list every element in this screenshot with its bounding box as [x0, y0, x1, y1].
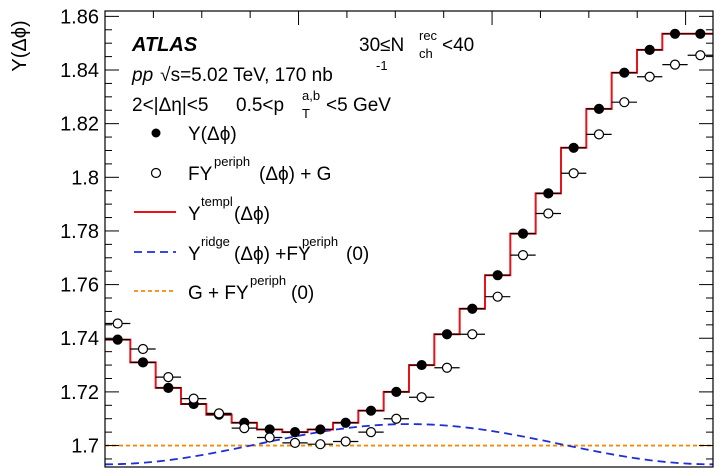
filled-data-point: [315, 424, 326, 435]
filled-data-point: [619, 67, 630, 78]
system-label: pp √s=5.02 TeV, 170 nb: [131, 65, 333, 86]
y-tick-label: 1.86: [60, 6, 99, 28]
cuts-pt-sup: a,b: [302, 88, 320, 103]
legend-label-ridge-mid: (Δϕ) +FY: [234, 244, 311, 265]
legend-label-g-sup: periph: [250, 273, 286, 288]
ridge-curve: [105, 423, 713, 466]
y-tick-labels: 1.7 1.72 1.74 1.76 1.78 1.8 1.82 1.84 1.…: [60, 6, 99, 457]
legend: Y(Δϕ) FY periph (Δϕ) + G Y templ (Δϕ) Y …: [134, 124, 369, 304]
filled-data-point: [340, 417, 351, 428]
template-step-line: [105, 32, 713, 434]
system-exp: -1: [376, 58, 388, 73]
filled-data-point: [593, 103, 605, 115]
legend-marker-open: [150, 167, 162, 179]
open-data-point: [619, 97, 630, 108]
open-data-point: [289, 437, 301, 448]
legend-label-g-tail: (0): [291, 283, 314, 304]
multiplicity-tail: <40: [442, 35, 474, 56]
y-axis-label: Y(Δϕ): [9, 20, 31, 71]
open-data-point: [695, 50, 706, 61]
filled-data-point: [669, 28, 681, 39]
cuts-pt: 0.5<p: [236, 95, 284, 116]
y-tick-label: 1.8: [71, 167, 99, 189]
cuts-pt-tail: <5 GeV: [326, 95, 391, 116]
data-points: [112, 28, 706, 450]
filled-data-point: [365, 405, 377, 416]
legend-label-ridge-tail: (0): [346, 244, 369, 265]
open-data-point: [644, 71, 655, 82]
open-data-point: [315, 439, 326, 450]
filled-data-point: [467, 303, 478, 314]
filled-data-point: [492, 270, 503, 281]
y-tick-label: 1.82: [60, 114, 99, 136]
filled-data-point: [568, 142, 579, 153]
open-data-point: [137, 343, 149, 355]
open-data-point: [163, 372, 174, 383]
open-data-point: [517, 249, 529, 261]
y-tick-label: 1.74: [60, 328, 99, 350]
plot-frame: [104, 10, 714, 468]
legend-label-periph: FY: [188, 164, 213, 185]
open-data-point: [441, 362, 453, 373]
legend-label-ridge-sup2: periph: [302, 234, 338, 249]
legend-label-ridge: Y: [188, 244, 201, 265]
open-data-point: [239, 423, 250, 434]
filled-data-point: [644, 44, 655, 55]
filled-data-point: [289, 427, 301, 438]
open-data-point: [669, 59, 681, 70]
open-data-point: [492, 291, 503, 302]
y-tick-label: 1.78: [60, 221, 99, 243]
open-data-point: [213, 408, 225, 419]
cuts-pt-sub: T: [302, 106, 310, 121]
legend-label-templ-tail: (Δϕ): [234, 204, 270, 225]
open-data-point: [543, 208, 554, 219]
atlas-label: ATLAS: [131, 34, 198, 56]
legend-label-g: G + FY: [188, 283, 249, 304]
filled-data-point: [695, 28, 706, 39]
open-data-point: [264, 432, 275, 443]
legend-label-periph-sup: periph: [214, 154, 250, 169]
y-tick-label: 1.84: [60, 60, 99, 82]
y-tick-label: 1.7: [71, 436, 99, 458]
open-data-point: [391, 413, 402, 424]
open-data-point: [365, 427, 377, 438]
filled-data-point: [163, 382, 174, 393]
filled-data-point: [137, 357, 149, 368]
filled-data-point: [441, 329, 453, 340]
multiplicity-sub: ch: [419, 46, 433, 61]
legend-label-templ: Y: [188, 204, 201, 225]
open-data-point: [188, 393, 199, 404]
legend-label-templ-sup: templ: [201, 194, 233, 209]
open-data-point: [467, 329, 478, 340]
open-data-point: [112, 318, 123, 329]
cuts-eta: 2<|Δη|<5: [132, 95, 208, 116]
open-data-point: [416, 392, 427, 403]
filled-data-point: [112, 334, 123, 345]
open-data-point: [568, 168, 579, 179]
filled-data-point: [517, 228, 529, 239]
legend-label-periph-tail: (Δϕ) + G: [259, 164, 331, 185]
y-tick-label: 1.76: [60, 275, 99, 297]
axis-ticks: [105, 11, 713, 460]
y-tick-label: 1.72: [60, 382, 99, 404]
open-data-point: [340, 436, 351, 447]
multiplicity-sup: rec: [419, 28, 438, 43]
filled-data-point: [416, 359, 427, 371]
filled-data-point: [391, 386, 402, 397]
open-data-point: [593, 129, 605, 140]
legend-marker-filled: [151, 128, 161, 138]
legend-label-y: Y(Δϕ): [188, 124, 237, 145]
multiplicity-label: 30≤N: [359, 35, 404, 56]
legend-label-ridge-sup: ridge: [201, 234, 230, 249]
filled-data-point: [543, 188, 554, 199]
